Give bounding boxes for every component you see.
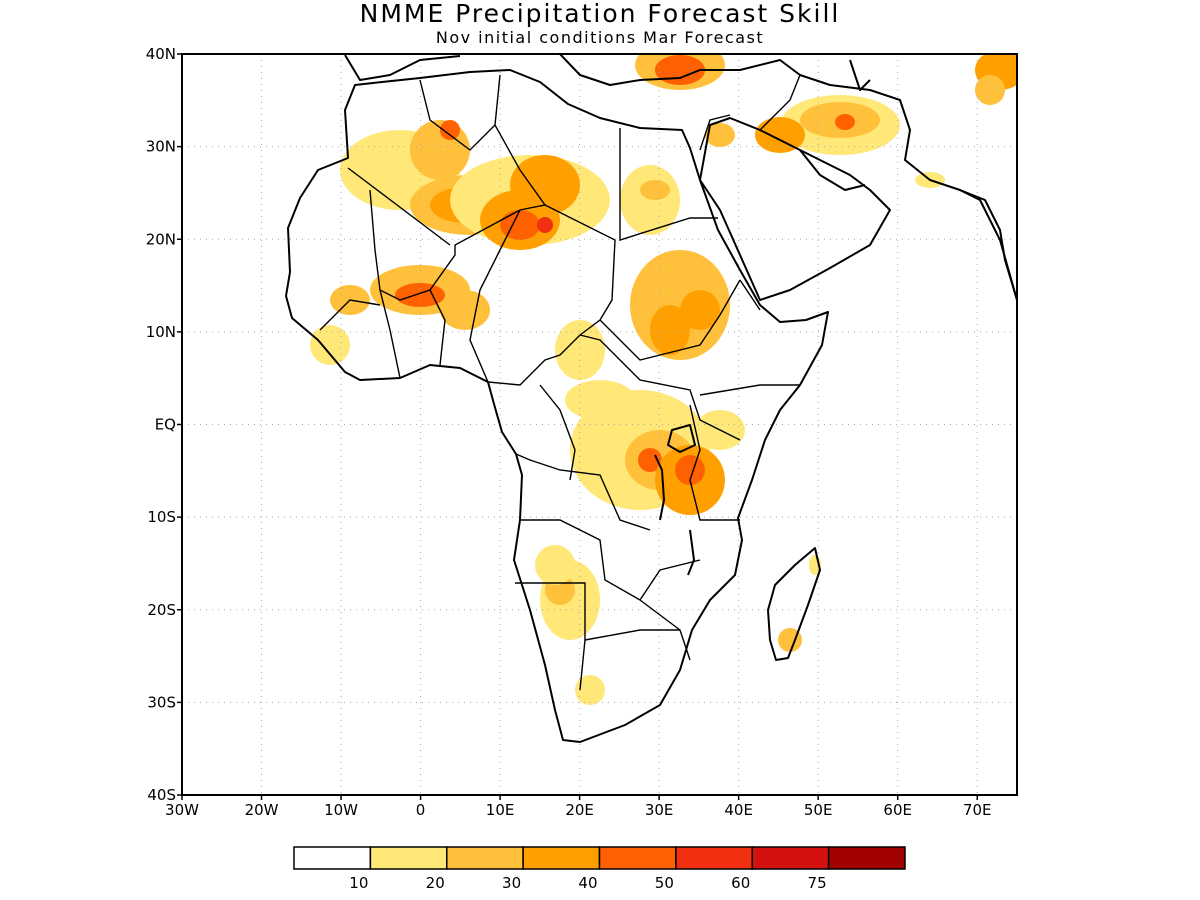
skill-region — [675, 455, 705, 485]
skill-region — [395, 283, 445, 307]
skill-region — [537, 217, 553, 233]
colorbar-label: 30 — [502, 874, 521, 892]
skill-region — [778, 628, 802, 652]
latitude-label: 40S — [147, 786, 176, 804]
longitude-label: 70E — [963, 801, 992, 819]
colorbar-swatch — [598, 846, 677, 870]
longitude-label: 10E — [486, 801, 515, 819]
colorbar-label: 40 — [578, 874, 597, 892]
skill-region — [638, 448, 662, 472]
skill-region — [410, 120, 470, 180]
skill-region — [650, 305, 690, 355]
colorbar-swatch — [751, 846, 830, 870]
colorbar-label: 60 — [731, 874, 750, 892]
colorbar: 10 20 30 40 50 60 75 — [293, 846, 906, 892]
longitude-label: 30W — [165, 801, 199, 819]
longitude-label: 30E — [645, 801, 674, 819]
map-title: NMME Precipitation Forecast Skill — [359, 0, 841, 28]
colorbar-label: 10 — [349, 874, 368, 892]
longitude-labels: 30W 20W 10W 0 10E 20E 30E 40E 50E 60E 70E — [165, 795, 992, 819]
arabia-coastline — [699, 117, 891, 301]
colorbar-label: 50 — [655, 874, 674, 892]
lake-victoria-outline — [667, 424, 696, 453]
longitude-label: 60E — [883, 801, 912, 819]
skill-region — [640, 180, 670, 200]
skill-shading-layer — [310, 54, 1017, 705]
longitude-label: 20E — [565, 801, 594, 819]
skill-region — [555, 320, 605, 380]
latitude-label: 10N — [146, 323, 176, 341]
skill-region — [565, 380, 635, 420]
colorbar-label: 75 — [808, 874, 827, 892]
skill-region — [575, 675, 605, 705]
latitude-label: 20S — [147, 601, 176, 619]
skill-region — [440, 290, 490, 330]
longitude-label: 50E — [804, 801, 833, 819]
persian-gulf-coastline — [799, 59, 871, 191]
skill-region — [620, 165, 680, 235]
colorbar-swatch — [369, 846, 448, 870]
skill-region — [705, 123, 735, 147]
latitude-labels: 40N 30N 20N 10N EQ 10S 20S 30S 40S — [146, 45, 182, 804]
latitude-label: 40N — [146, 45, 176, 63]
latitude-label: EQ — [155, 416, 176, 434]
skill-region — [535, 545, 575, 585]
national-borders — [319, 74, 801, 691]
colorbar-swatch — [293, 846, 372, 870]
map-subtitle: Nov initial conditions Mar Forecast — [435, 28, 765, 47]
coastlines — [285, 54, 1017, 743]
latitude-label: 30N — [146, 138, 176, 156]
skill-region — [975, 75, 1005, 105]
skill-region — [310, 325, 350, 365]
colorbar-swatch — [446, 846, 524, 870]
skill-region — [655, 55, 705, 85]
africa-coastline — [285, 69, 829, 743]
longitude-label: 10W — [324, 801, 358, 819]
longitude-label: 40E — [724, 801, 753, 819]
colorbar-swatch — [675, 846, 753, 870]
colorbar-label: 20 — [426, 874, 445, 892]
skill-region — [680, 290, 720, 330]
latitude-label: 30S — [147, 693, 176, 711]
latitude-label: 10S — [147, 508, 176, 526]
skill-region — [500, 210, 540, 240]
madagascar-coastline — [767, 547, 821, 661]
colorbar-swatch — [522, 846, 601, 870]
colorbar-swatch — [827, 846, 906, 870]
lake-malawi-outline — [687, 529, 695, 576]
skill-region — [440, 120, 460, 140]
skill-region — [755, 117, 805, 153]
latitude-label: 20N — [146, 230, 176, 248]
longitude-label: 0 — [416, 801, 426, 819]
india-coastline — [959, 189, 1017, 301]
skill-region — [835, 114, 855, 130]
longitude-label: 20W — [245, 801, 279, 819]
lake-tanganyika-outline — [654, 454, 665, 521]
